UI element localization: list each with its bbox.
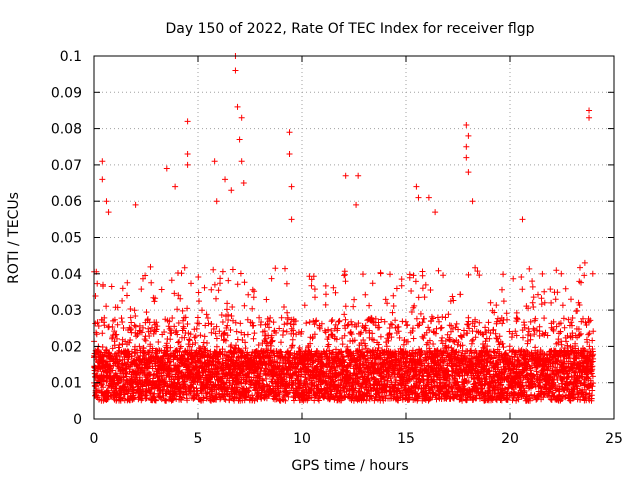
roti-point (232, 67, 239, 74)
y-tick-label: 0.09 (51, 85, 82, 101)
y-tick-label: 0.1 (60, 49, 82, 65)
roti-point (99, 158, 106, 165)
roti-point (288, 183, 295, 190)
y-tick-labels: 0 0.01 0.02 0.03 0.04 0.05 0.06 0.07 0.08 0.09 0.1 (51, 49, 82, 428)
roti-point (425, 194, 432, 201)
roti-point (99, 176, 106, 183)
roti-point (184, 118, 191, 125)
x-tick-label: 10 (293, 431, 311, 447)
roti-point (172, 183, 179, 190)
roti-point (463, 143, 470, 150)
x-tick-label: 20 (501, 431, 519, 447)
x-axis-label: GPS time / hours (291, 458, 408, 474)
roti-point (184, 151, 191, 158)
x-tick-label: 0 (90, 431, 99, 447)
roti-point (222, 176, 229, 183)
roti-point (184, 161, 191, 168)
chart-title: Day 150 of 2022, Rate Of TEC Index for r… (166, 21, 535, 37)
y-tick-label: 0.04 (51, 267, 82, 283)
roti-point (415, 194, 422, 201)
roti-point (238, 114, 245, 121)
x-tick-labels: 0 5 10 15 20 25 (90, 431, 623, 447)
roti-point (463, 121, 470, 128)
axis-ticks (93, 55, 615, 420)
roti-point (240, 180, 247, 187)
y-tick-label: 0.05 (51, 231, 82, 247)
roti-point (581, 259, 588, 266)
roti-point (432, 209, 439, 216)
y-tick-label: 0.06 (51, 194, 82, 210)
roti-point (163, 165, 170, 172)
x-tick-label: 5 (194, 431, 203, 447)
roti-point (132, 201, 139, 208)
roti-point (286, 129, 293, 136)
y-axis-label: ROTI / TECUs (6, 192, 22, 284)
roti-point (463, 154, 470, 161)
roti-point (103, 198, 110, 205)
roti-point (586, 107, 593, 114)
roti-point (342, 172, 349, 179)
roti-point (105, 209, 112, 216)
roti-point (211, 158, 218, 165)
roti-point (213, 198, 220, 205)
y-tick-label: 0 (73, 412, 82, 428)
roti-point (353, 201, 360, 208)
roti-point (288, 216, 295, 223)
y-tick-label: 0.07 (51, 158, 82, 174)
roti-point (355, 172, 362, 179)
roti-point (286, 151, 293, 158)
x-tick-label: 25 (605, 431, 623, 447)
roti-point (413, 183, 420, 190)
y-tick-label: 0.03 (51, 303, 82, 319)
roti-point (465, 132, 472, 139)
roti-point (228, 187, 235, 194)
roti-point (234, 103, 241, 110)
data-points (91, 53, 597, 404)
y-tick-label: 0.08 (51, 122, 82, 138)
roti-point (519, 216, 526, 223)
x-tick-label: 15 (397, 431, 415, 447)
roti-point (465, 169, 472, 176)
y-tick-label: 0.01 (51, 376, 82, 392)
y-tick-label: 0.02 (51, 339, 82, 355)
roti-point-cloud (91, 263, 597, 404)
roti-point (469, 198, 476, 205)
roti-point (236, 136, 243, 143)
grid-lines (94, 56, 614, 419)
roti-point (238, 158, 245, 165)
roti-point (586, 114, 593, 121)
